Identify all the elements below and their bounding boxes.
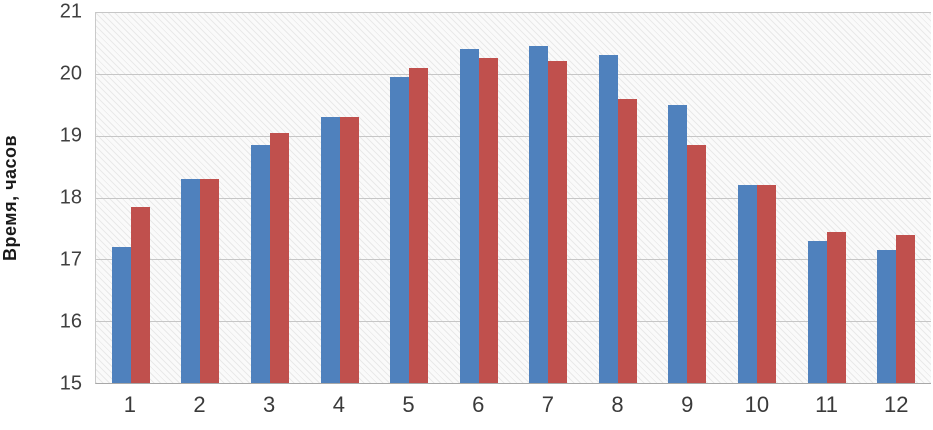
- bar-series-blue-5: [390, 76, 410, 383]
- bar-series-red-11: [826, 231, 846, 383]
- x-tick-label-7: 7: [541, 392, 554, 417]
- bar-group-7: [513, 12, 583, 383]
- x-tick-label-2: 2: [193, 392, 206, 417]
- y-axis-tick-labels: 15 16 17 18 19 20 21: [26, 1, 88, 395]
- bar-series-red-6: [478, 58, 498, 383]
- bar-series-red-1: [130, 206, 150, 383]
- x-tick-label-8: 8: [611, 392, 624, 417]
- bar-group-5: [374, 12, 444, 383]
- gridline-16: [96, 321, 931, 323]
- bar-series-red-8: [617, 98, 637, 383]
- bar-series-red-12: [896, 234, 916, 383]
- gridline-18: [96, 197, 931, 199]
- y-tick-label-21: 21: [59, 0, 82, 23]
- y-tick-label-19: 19: [59, 124, 82, 147]
- x-tick-label-1: 1: [123, 392, 136, 417]
- bar-group-1: [96, 12, 166, 383]
- plot-area: [95, 12, 931, 384]
- y-tick-label-16: 16: [59, 310, 82, 333]
- bar-group-2: [166, 12, 236, 383]
- y-tick-label-15: 15: [59, 372, 82, 395]
- bar-series-red-10: [756, 185, 776, 383]
- bar-series-blue-11: [807, 240, 827, 383]
- bar-group-6: [444, 12, 514, 383]
- bar-groups: [96, 12, 931, 383]
- bar-group-10: [722, 12, 792, 383]
- x-tick-label-4: 4: [332, 392, 345, 417]
- bar-series-red-3: [269, 132, 289, 383]
- bar-series-blue-3: [250, 144, 270, 383]
- bar-group-12: [861, 12, 931, 383]
- x-tick-label-9: 9: [681, 392, 694, 417]
- y-axis-title: Время, часов: [0, 134, 20, 262]
- x-tick-label-10: 10: [744, 392, 770, 417]
- bar-series-red-2: [200, 178, 220, 383]
- bar-series-red-7: [548, 61, 568, 383]
- bar-series-red-4: [339, 117, 359, 383]
- bar-series-blue-8: [598, 55, 618, 383]
- bar-series-blue-12: [877, 250, 897, 383]
- bar-series-blue-6: [459, 49, 479, 383]
- bar-series-blue-10: [737, 185, 757, 383]
- gridline-17: [96, 259, 931, 261]
- bar-series-red-9: [687, 144, 707, 383]
- bar-series-blue-2: [181, 178, 201, 383]
- x-tick-label-11: 11: [815, 392, 838, 417]
- bar-series-blue-1: [111, 246, 131, 383]
- x-tick-label-12: 12: [883, 392, 909, 417]
- bar-group-3: [235, 12, 305, 383]
- bar-series-blue-7: [529, 46, 549, 383]
- gridline-20: [96, 73, 931, 75]
- x-tick-label-3: 3: [263, 392, 276, 417]
- bar-group-9: [653, 12, 723, 383]
- x-tick-label-6: 6: [472, 392, 485, 417]
- bar-group-4: [305, 12, 375, 383]
- bar-series-red-5: [409, 67, 429, 383]
- bar-series-blue-9: [668, 104, 688, 383]
- gridline-21: [96, 12, 931, 13]
- x-tick-label-5: 5: [402, 392, 415, 417]
- y-tick-label-17: 17: [59, 248, 82, 271]
- bar-group-11: [792, 12, 862, 383]
- bar-series-blue-4: [320, 117, 340, 383]
- x-axis-tick-labels: 1 2 3 4 5 6 7 8 9 10 11 12: [95, 392, 931, 418]
- y-tick-label-20: 20: [59, 62, 82, 85]
- bar-group-8: [583, 12, 653, 383]
- y-tick-label-18: 18: [59, 186, 82, 209]
- gridline-19: [96, 135, 931, 137]
